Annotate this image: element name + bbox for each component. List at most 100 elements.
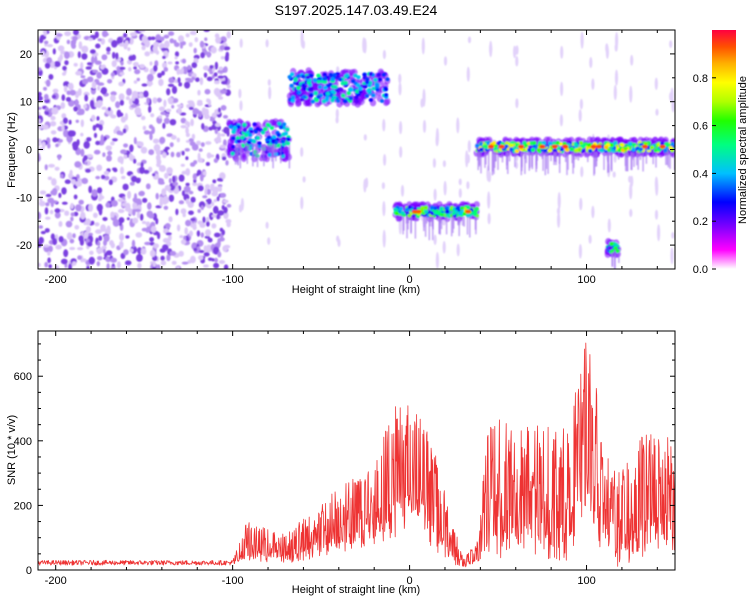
spectrogram-smear [607,151,609,173]
spectrogram-noise-blob [187,100,194,104]
spectrogram-streak [560,81,564,97]
spectrogram-noise-blob [193,47,197,54]
spectrogram-noise-blob [106,51,111,55]
spectrogram-noise-blob [223,126,230,134]
spectrogram-noise-blob [129,248,134,253]
spectrogram-noise-blob [67,130,75,137]
spectrogram-noise-blob [135,232,143,238]
spectrogram-streak [560,45,564,59]
spectrogram-noise-blob [77,247,84,251]
spectrogram-noise-blob [50,115,56,121]
spectrogram-streak [458,188,462,198]
spectrogram-cell [552,141,557,146]
spectrogram-noise-blob [215,36,222,44]
spectrogram-smear [410,216,412,234]
spectrogram-cell [613,242,618,247]
spectrogram-noise-blob [177,77,181,84]
spectrogram-noise-blob [80,61,84,70]
spectrogram-noise-blob [205,162,210,166]
spectrogram-cell [337,77,343,82]
spectrogram-noise-blob [96,203,103,212]
spectrogram-noise-blob [54,166,60,171]
spectrogram-noise-blob [43,244,50,248]
spectrogram-noise-blob [89,250,94,255]
spectrogram-streak [422,119,427,133]
spectrogram-streak [442,241,446,254]
spectrogram-smear [466,216,469,235]
spectrogram-noise-blob [132,217,139,224]
spectrogram-noise-blob [116,130,122,135]
spectrogram-noise-blob [149,249,156,258]
spectrogram-smear [545,151,548,169]
spectrogram-cell [301,83,306,88]
spectrogram-noise-blob [167,97,174,103]
spectrogram-noise-blob [40,230,46,235]
spectrogram-noise-blob [164,172,169,179]
spectrogram-noise-blob [117,198,125,202]
spectrogram-noise-blob [70,40,76,48]
spectrogram-noise-blob [167,61,173,65]
spectrogram-noise-blob [143,130,150,135]
spectrogram-noise-blob [54,211,61,219]
spectrogram-cell [532,141,537,145]
spectrogram-noise-blob [85,218,91,226]
spectrogram-smear [244,144,247,154]
spectrogram-noise-blob [133,158,137,164]
spectrogram-cell [290,95,296,100]
spectrogram-smear [652,151,654,165]
spectrogram-halo [283,146,290,154]
spectrogram-streak [268,86,272,100]
spectrogram-smear [262,144,264,160]
spectrogram-noise-blob [91,189,98,197]
spectrogram-peak [518,144,525,149]
spectrogram-noise-blob [118,217,125,224]
spectrogram-streak [613,153,617,163]
spectrogram-cell [574,148,579,153]
spectrogram-noise-blob [78,235,84,242]
spectrogram-smear [469,216,471,238]
spectrogram-halo [240,152,248,160]
spectrogram-noise-blob [73,106,78,112]
spectrogram-noise-blob [85,66,92,70]
spectrogram-peak [641,144,648,149]
spectrogram-noise-blob [181,58,187,64]
spectrogram-streak [557,192,561,210]
spectrogram-noise-blob [123,32,128,38]
spectrogram-streak [629,208,633,218]
spectrogram-noise-blob [193,222,197,229]
spectrogram-smear [440,216,443,230]
spectrogram-cell [317,84,323,89]
spectrogram-noise-blob [204,88,211,95]
spectrogram-noise-blob [155,34,162,42]
spectrogram-noise-blob [142,197,148,203]
spectrogram-smear [665,151,667,165]
spectrogram-noise-blob [39,196,43,202]
spectrogram-noise-blob [206,98,210,103]
spectrogram-noise-blob [94,222,100,227]
spectrogram-noise-blob [74,161,82,168]
spectrogram-noise-blob [187,65,192,70]
spectrogram-noise-blob [220,56,225,60]
spectrogram-noise-blob [168,178,172,184]
spectrogram-cell [394,211,399,216]
spectrogram-noise-blob [214,80,220,85]
spectrogram-peak [415,209,422,214]
spectrogram-noise-blob [165,113,169,118]
spectrogram-smear [596,151,598,161]
spectrogram-noise-blob [159,136,166,144]
spectrogram-peak [595,144,602,149]
spectrogram-cell [296,85,301,90]
spectrogram-cell [305,75,310,80]
spectrogram-noise-blob [211,258,215,262]
spectrogram-noise-blob [170,151,175,158]
spectrogram-noise-blob [188,42,193,47]
spectrogram-noise-blob [63,129,69,138]
spectrogram-noise-blob [65,220,73,228]
spectrogram-noise-blob [97,241,101,247]
spectrogram-smear [524,151,526,174]
spectrogram-cell [277,121,282,126]
spectrogram-noise-blob [68,119,72,125]
spectrogram-streak [589,57,593,69]
spectrogram-streak [591,205,595,219]
spectrogram-noise-blob [138,92,144,98]
